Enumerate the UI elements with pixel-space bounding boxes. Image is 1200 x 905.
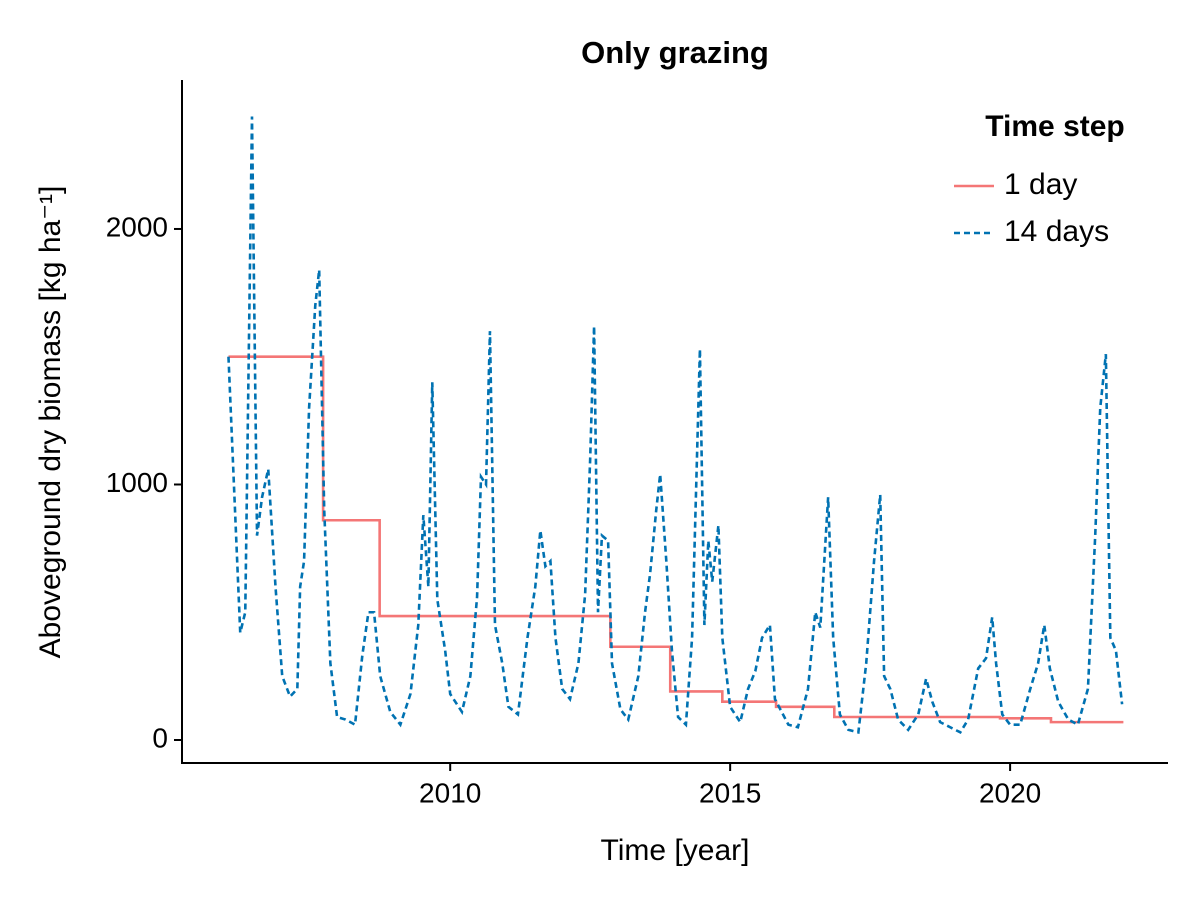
legend-label: 14 days — [1004, 215, 1109, 248]
legend-label: 1 day — [1004, 168, 1077, 201]
chart-title: Only grazing — [581, 35, 769, 70]
x-tick-label: 2020 — [979, 777, 1041, 808]
x-tick-label: 2010 — [419, 777, 481, 808]
x-axis-label: Time [year] — [601, 834, 750, 867]
x-tick-label: 2015 — [699, 777, 761, 808]
legend-title: Time step — [985, 110, 1125, 143]
series-line — [227, 116, 1124, 735]
y-tick-label: 1000 — [106, 467, 168, 498]
y-tick-label: 2000 — [106, 211, 168, 242]
y-axis-label: Aboveground dry biomass [kg ha⁻¹] — [34, 186, 67, 659]
series-line — [228, 355, 1124, 724]
y-tick-label: 0 — [152, 722, 168, 753]
